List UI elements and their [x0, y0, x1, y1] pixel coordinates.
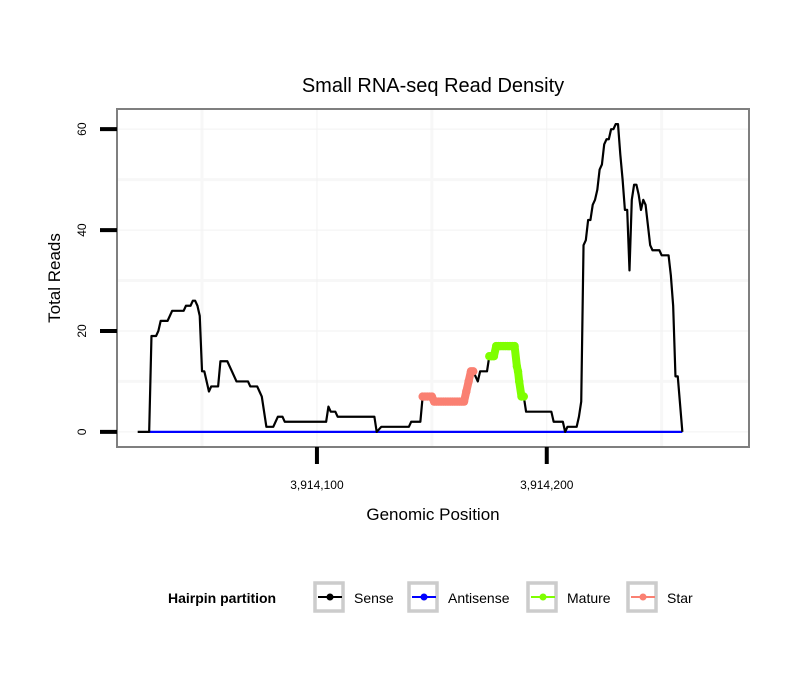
y-axis-title: Total Reads	[45, 233, 64, 323]
series-mature	[485, 341, 528, 401]
legend-label: Mature	[567, 590, 611, 606]
y-tick-label: 20	[75, 324, 89, 338]
legend-key-point	[539, 593, 547, 601]
legend-label: Star	[667, 590, 693, 606]
series-line-sense	[137, 123, 684, 433]
series-layer	[137, 123, 684, 433]
legend-key-point	[639, 593, 647, 601]
data-point-mature	[514, 377, 524, 386]
data-point-mature	[489, 351, 499, 361]
y-tick-label: 40	[75, 223, 89, 237]
data-point-mature	[519, 392, 528, 401]
legend-entry-antisense: Antisense	[407, 581, 510, 613]
legend-label: Sense	[354, 590, 394, 606]
legend-entries: Sense Antisense Mature Star	[313, 581, 693, 613]
data-point-star	[459, 397, 469, 406]
legend: Hairpin partition Sense Antisense Mature St…	[168, 581, 693, 613]
legend-key-point	[326, 593, 334, 601]
y-tick-label: 60	[75, 122, 89, 136]
x-tick-label: 3,914,200	[520, 478, 574, 492]
legend-title: Hairpin partition	[168, 590, 276, 606]
y-axis: 0 20 40 60	[75, 122, 117, 435]
chart-title: Small RNA-seq Read Density	[302, 75, 564, 97]
series-sense	[137, 123, 684, 433]
data-point-mature	[513, 367, 523, 376]
x-axis-title: Genomic Position	[366, 505, 499, 524]
minor-gridlines	[117, 109, 749, 447]
panel-border	[116, 108, 750, 448]
legend-key-point	[420, 593, 428, 601]
y-tick-label: 0	[75, 428, 89, 435]
legend-label: Antisense	[448, 590, 510, 606]
legend-entry-star: Star	[626, 581, 693, 613]
data-point-star	[464, 377, 473, 386]
data-point-star	[469, 367, 478, 376]
data-point-mature	[510, 341, 519, 351]
x-tick-label: 3,914,100	[290, 478, 344, 492]
series-star	[418, 367, 478, 406]
x-axis: 3,914,100 3,914,200	[290, 447, 574, 492]
data-point-star	[462, 387, 471, 396]
plot-panel	[116, 108, 750, 448]
legend-entry-mature: Mature	[526, 581, 611, 613]
legend-entry-sense: Sense	[313, 581, 394, 613]
